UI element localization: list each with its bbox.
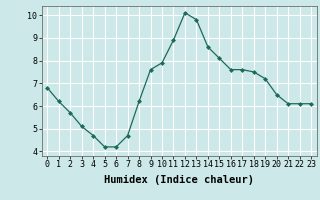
X-axis label: Humidex (Indice chaleur): Humidex (Indice chaleur) [104, 175, 254, 185]
